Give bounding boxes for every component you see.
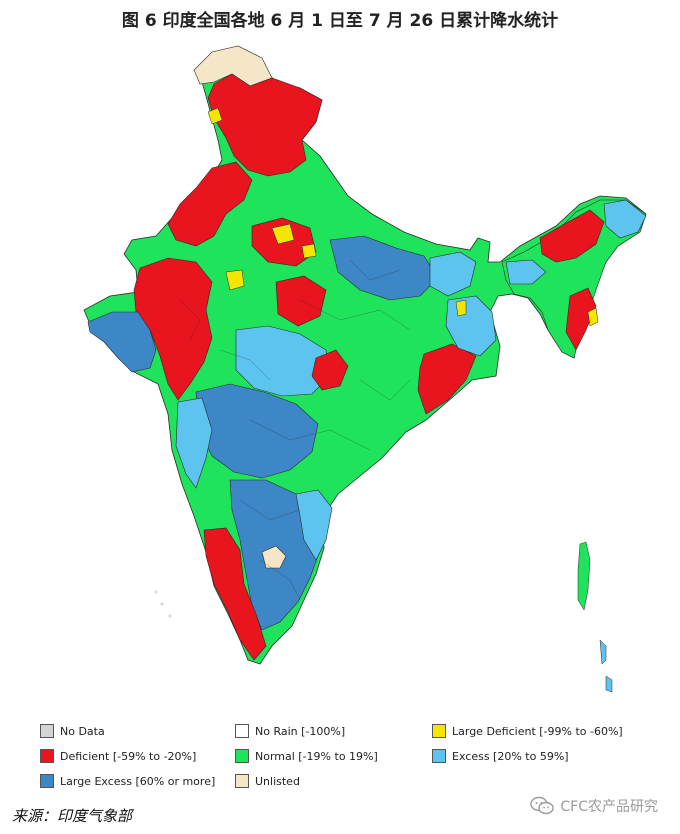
region-excess-up [329,235,439,301]
region-large-deficient-northeast [587,307,599,327]
region-excess-maharashtra [175,397,213,489]
source-caption: 来源：印度气象部 [12,807,133,825]
figure-title: 图 6 印度全国各地 6 月 1 日至 7 月 26 日累计降水统计 [121,11,559,31]
watermark-text: CFC农产品研究 [560,799,658,815]
region-deficient-north [207,73,323,177]
region-excess-bihar [429,251,477,297]
district-boundaries [179,259,411,601]
legend-swatch-deficient [40,749,54,763]
legend-label-unlisted: Unlisted [255,774,300,788]
legend-large-deficient: Large Deficient [-99% to -60%] [432,723,623,739]
region-excess-gujarat [87,311,157,373]
legend-deficient: Deficient [-59% to -20%] [40,748,196,764]
legend-no-rain: No Rain [-100%] [235,723,345,739]
legend-normal: Normal [-19% to 19%] [235,748,378,764]
region-excess-southeast [295,489,333,561]
legend-label-no-rain: No Rain [-100%] [255,724,346,738]
region-deficient-northeast-2 [565,287,597,351]
region-deficient-northwest [167,161,253,247]
legend-swatch-unlisted [235,774,249,788]
region-unlisted-south [261,545,287,569]
legend-unlisted: Unlisted [235,773,300,789]
legend-label-no-data: No Data [60,724,105,738]
legend-swatch-large-excess [40,774,54,788]
region-lakshadweep-3 [168,614,172,618]
legend-swatch-excess [432,749,446,763]
legend-swatch-normal [235,749,249,763]
region-large-deficient-1 [207,107,223,125]
region-deficient-mp [275,275,327,327]
legend-label-normal: Normal [-19% to 19%] [255,749,378,763]
legend-label-excess: Excess [20% to 59%] [452,749,569,763]
region-excess-northeast [603,199,647,239]
region-large-deficient-5 [455,299,467,317]
region-large-deficient-4 [301,243,317,259]
region-large-deficient-3 [225,269,245,291]
map-legend: No Data No Rain [-100%] Large Deficient … [40,718,680,798]
legend-large-excess: Large Excess [60% or more] [40,773,215,789]
india-rainfall-map [83,45,647,693]
legend-no-data: No Data [40,723,105,739]
watermark: CFC农产品研究 [530,796,658,816]
region-northeast [501,199,647,359]
legend-swatch-no-data [40,724,54,738]
region-lakshadweep-2 [160,602,164,606]
legend-swatch-large-deficient [432,724,446,738]
region-deficient-southwest [203,527,267,661]
region-excess-meghalaya [505,259,547,285]
region-deficient-chhattisgarh [311,349,349,391]
region-large-excess-central [195,383,319,479]
region-deficient-northeast [539,209,605,263]
region-large-deficient-2 [271,223,295,245]
legend-label-large-excess: Large Excess [60% or more] [60,774,216,788]
legend-excess: Excess [20% to 59%] [432,748,569,764]
region-lakshadweep [154,590,158,594]
wechat-icon [530,796,555,815]
region-andaman-islands [577,541,591,611]
legend-swatch-no-rain [235,724,249,738]
region-nicobar-islands [599,639,613,693]
legend-label-deficient: Deficient [-59% to -20%] [60,749,197,763]
legend-label-large-deficient: Large Deficient [-99% to -60%] [452,724,623,738]
